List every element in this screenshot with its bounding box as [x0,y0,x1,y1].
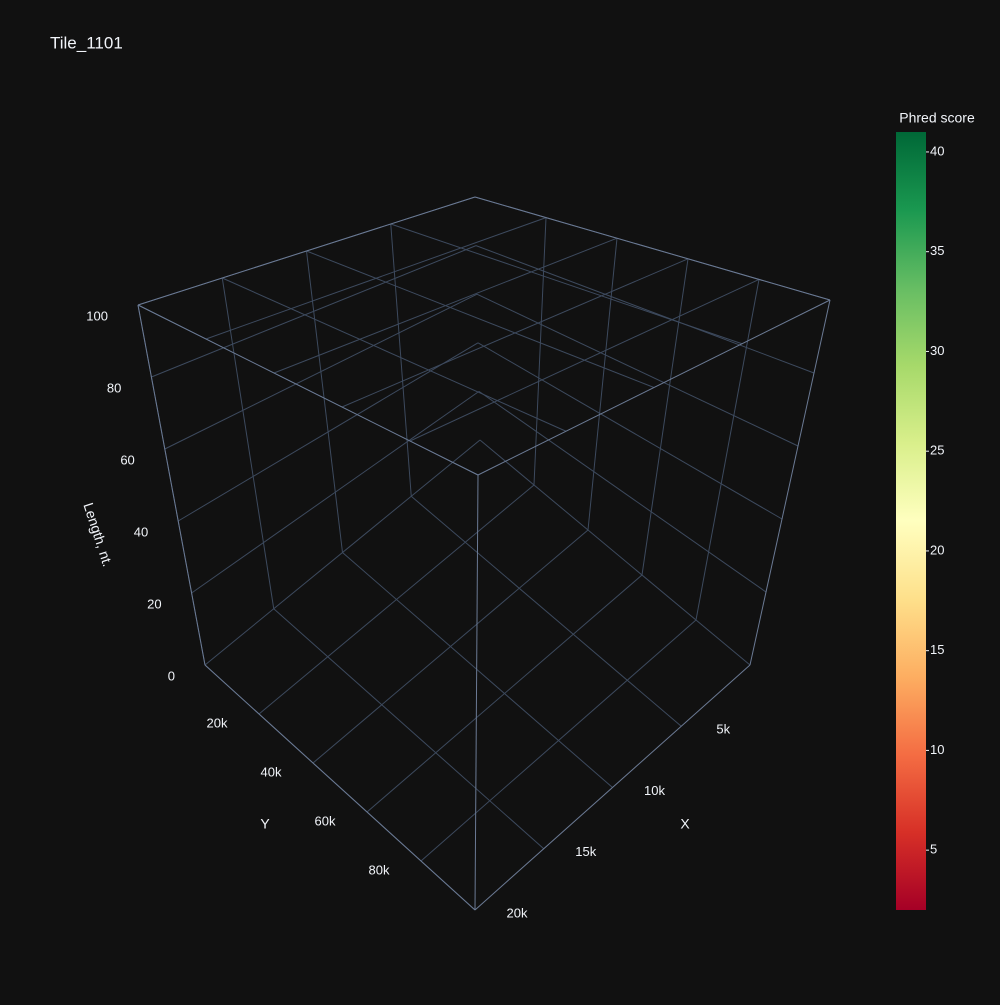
x-grid-line [273,608,545,850]
x-tick-label: 20k [507,905,528,920]
colorbar-tick-label: 20 [930,542,944,557]
y-grid-line [273,237,618,374]
axis-edge [474,474,479,911]
colorbar-title: Phred score [899,110,975,126]
colorbar-tick-label: 15 [930,642,944,657]
chart-title: Tile_1101 [50,33,123,52]
y-grid-line [587,238,618,531]
z-grid-line [476,293,799,447]
z-grid-line [477,342,783,520]
x-grid-line [410,495,682,727]
x-tick-label: 10k [644,783,665,798]
y-grid-line [409,278,760,442]
axis-edge [137,304,206,666]
z-tick-label: 40 [134,524,148,539]
y-grid-line [341,258,689,408]
colorbar-tick-label: 10 [930,742,944,757]
z-grid-line [478,390,767,593]
y-grid-line [366,574,643,813]
x-axis-label: X [680,816,690,832]
y-grid-line [695,279,760,621]
axis-edge [137,304,479,476]
z-grid-line [479,439,751,666]
colorbar-tick-label: 30 [930,343,944,358]
axis-edge [474,196,831,301]
y-tick-label: 60k [315,813,336,828]
scene [137,196,831,911]
y-grid-line [312,529,589,764]
x-grid-line [390,223,743,345]
x-tick-label: 15k [575,844,596,859]
y-grid-line [420,619,697,862]
x-grid-line [306,250,655,388]
axis-edge [204,664,476,911]
x-grid-line [221,277,275,609]
colorbar-tick-label: 40 [930,143,944,158]
z-axis-label: Length, nt. [80,501,116,569]
y-grid-line [533,217,547,486]
y-grid-line [641,258,689,576]
z-tick-label: 20 [147,596,161,611]
y-tick-label: 20k [207,715,228,730]
z-tick-label: 80 [107,380,121,395]
axis-edge [477,299,831,476]
z-grid-line [475,245,815,374]
x-grid-line [342,552,613,788]
y-grid-line [205,217,547,340]
y-tick-label: 80k [369,862,390,877]
colorbar-scale [896,132,926,910]
x-grid-line [390,223,412,497]
x-grid-line [222,277,567,432]
z-tick-label: 0 [168,668,175,683]
y-axis-label: Y [260,816,270,832]
colorbar-tick-label: 25 [930,443,944,458]
y-grid-line [258,484,535,715]
axis-edge [137,196,476,306]
colorbar-tick-label: 35 [930,243,944,258]
colorbar: 5 10 15 20 25 30 35 40 [896,132,944,910]
axis-edge [474,664,751,911]
axis-edge [749,299,831,666]
x-tick-label: 5k [716,722,730,737]
z-tick-label: 60 [120,452,134,467]
colorbar-tick-label: 5 [930,842,937,857]
y-tick-label: 40k [261,764,282,779]
z-tick-label: 100 [86,308,108,323]
